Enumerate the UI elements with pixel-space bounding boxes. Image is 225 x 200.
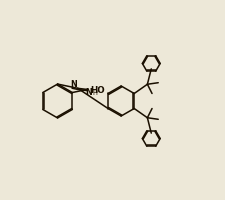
Text: HO: HO — [91, 86, 105, 95]
Text: N: N — [85, 88, 92, 97]
Text: H: H — [92, 90, 97, 96]
Text: N: N — [70, 80, 77, 89]
